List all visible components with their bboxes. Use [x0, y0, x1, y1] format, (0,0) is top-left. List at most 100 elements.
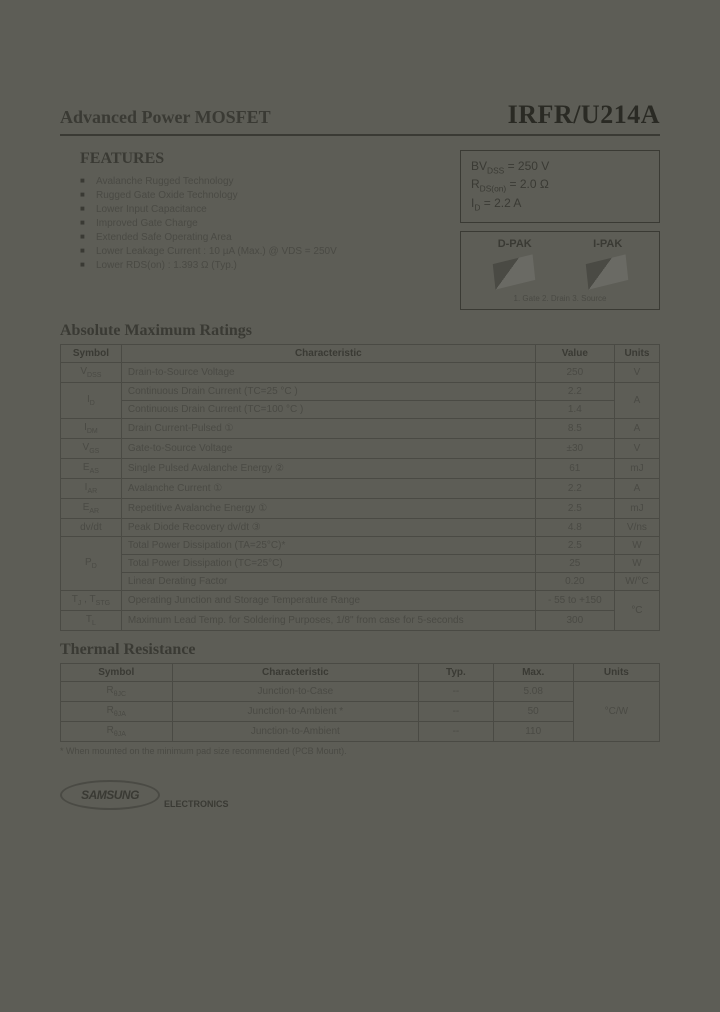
table-row: RθJA Junction-to-Ambient * -- 50	[61, 702, 660, 722]
cell-char: Operating Junction and Storage Temperatu…	[121, 591, 535, 611]
cell-char: Maximum Lead Temp. for Soldering Purpose…	[121, 611, 535, 631]
side-boxes: BVDSS = 250 V RDS(on) = 2.0 Ω ID = 2.2 A…	[460, 150, 660, 310]
cell-unit: W/°C	[614, 573, 659, 591]
cell-char: Drain Current-Pulsed ①	[121, 419, 535, 439]
cell-val: 0.20	[535, 573, 614, 591]
cell-val: - 55 to +150	[535, 591, 614, 611]
cell-symbol: RθJC	[61, 682, 173, 702]
abs-max-table: Symbol Characteristic Value Units VDSS D…	[60, 344, 660, 631]
cell-val: 61	[535, 459, 614, 479]
spec-line: ID = 2.2 A	[471, 196, 649, 212]
table-row: TL Maximum Lead Temp. for Soldering Purp…	[61, 611, 660, 631]
key-specs-box: BVDSS = 250 V RDS(on) = 2.0 Ω ID = 2.2 A	[460, 150, 660, 223]
cell-symbol: IDM	[61, 419, 122, 439]
header-title-left: Advanced Power MOSFET	[60, 107, 271, 128]
cell-char: Total Power Dissipation (TC=25°C)	[121, 555, 535, 573]
logo-row: SAMSUNG ELECTRONICS	[60, 780, 660, 810]
cell-char: Junction-to-Ambient	[172, 722, 419, 742]
cell-unit: V/ns	[614, 519, 659, 537]
cell-unit: A	[614, 419, 659, 439]
col-units: Units	[573, 664, 659, 682]
table-row: ID Continuous Drain Current (TC=25 °C ) …	[61, 383, 660, 401]
cell-unit: mJ	[614, 459, 659, 479]
ipak-shape-icon	[585, 255, 627, 290]
cell-symbol: EAS	[61, 459, 122, 479]
cell-val: 300	[535, 611, 614, 631]
cell-unit: V	[614, 439, 659, 459]
cell-symbol: IAR	[61, 479, 122, 499]
cell-unit: W	[614, 555, 659, 573]
col-typ: Typ.	[419, 664, 494, 682]
thermal-heading: Thermal Resistance	[60, 641, 660, 659]
cell-val: 2.2	[535, 479, 614, 499]
col-symbol: Symbol	[61, 664, 173, 682]
col-characteristic: Characteristic	[172, 664, 419, 682]
table-row: dv/dt Peak Diode Recovery dv/dt ③ 4.8 V/…	[61, 519, 660, 537]
table-row: VGS Gate-to-Source Voltage ±30 V	[61, 439, 660, 459]
thermal-table: Symbol Characteristic Typ. Max. Units Rθ…	[60, 663, 660, 742]
cell-symbol: TL	[61, 611, 122, 631]
cell-symbol: RθJA	[61, 702, 173, 722]
table-header-row: Symbol Characteristic Value Units	[61, 345, 660, 363]
table-row: EAS Single Pulsed Avalanche Energy ② 61 …	[61, 459, 660, 479]
table-row: PD Total Power Dissipation (TA=25°C)* 2.…	[61, 537, 660, 555]
package-label-ipak: I-PAK	[593, 238, 622, 250]
spec-line: RDS(on) = 2.0 Ω	[471, 177, 649, 193]
feature-item: Rugged Gate Oxide Technology	[80, 190, 448, 201]
cell-char: Gate-to-Source Voltage	[121, 439, 535, 459]
cell-val: 4.8	[535, 519, 614, 537]
table-row: VDSS Drain-to-Source Voltage 250 V	[61, 363, 660, 383]
col-units: Units	[614, 345, 659, 363]
cell-max: 110	[493, 722, 573, 742]
cell-val: 1.4	[535, 401, 614, 419]
cell-char: Drain-to-Source Voltage	[121, 363, 535, 383]
dpak-shape-icon	[492, 255, 534, 290]
cell-symbol: dv/dt	[61, 519, 122, 537]
col-characteristic: Characteristic	[121, 345, 535, 363]
feature-item: Improved Gate Charge	[80, 218, 448, 229]
header-row: Advanced Power MOSFET IRFR/U214A	[60, 100, 660, 136]
package-pins-label: 1. Gate 2. Drain 3. Source	[467, 294, 653, 303]
spec-line: BVDSS = 250 V	[471, 159, 649, 175]
cell-typ: --	[419, 702, 494, 722]
table-header-row: Symbol Characteristic Typ. Max. Units	[61, 664, 660, 682]
cell-symbol: VDSS	[61, 363, 122, 383]
thermal-footnote: * When mounted on the minimum pad size r…	[60, 746, 660, 756]
feature-item: Lower Input Capacitance	[80, 204, 448, 215]
cell-unit: A	[614, 479, 659, 499]
cell-val: 8.5	[535, 419, 614, 439]
col-symbol: Symbol	[61, 345, 122, 363]
cell-max: 50	[493, 702, 573, 722]
cell-unit: A	[614, 383, 659, 419]
package-label-dpak: D-PAK	[498, 238, 532, 250]
package-drawing	[467, 254, 653, 290]
datasheet-page: Advanced Power MOSFET IRFR/U214A FEATURE…	[0, 0, 720, 1012]
cell-max: 5.08	[493, 682, 573, 702]
table-row: TJ , TSTG Operating Junction and Storage…	[61, 591, 660, 611]
cell-unit: W	[614, 537, 659, 555]
cell-symbol: RθJA	[61, 722, 173, 742]
cell-val: 2.5	[535, 537, 614, 555]
features-heading: FEATURES	[80, 150, 448, 168]
cell-char: Junction-to-Ambient *	[172, 702, 419, 722]
cell-symbol: VGS	[61, 439, 122, 459]
cell-symbol: TJ , TSTG	[61, 591, 122, 611]
table-row: EAR Repetitive Avalanche Energy ① 2.5 mJ	[61, 499, 660, 519]
cell-typ: --	[419, 722, 494, 742]
cell-unit: mJ	[614, 499, 659, 519]
cell-val: 25	[535, 555, 614, 573]
cell-symbol: PD	[61, 537, 122, 591]
feature-item: Avalanche Rugged Technology	[80, 176, 448, 187]
cell-char: Repetitive Avalanche Energy ①	[121, 499, 535, 519]
feature-item: Lower Leakage Current : 10 µA (Max.) @ V…	[80, 246, 448, 257]
cell-char: Peak Diode Recovery dv/dt ③	[121, 519, 535, 537]
cell-char: Linear Derating Factor	[121, 573, 535, 591]
table-row: IDM Drain Current-Pulsed ① 8.5 A	[61, 419, 660, 439]
col-value: Value	[535, 345, 614, 363]
feature-item: Lower RDS(on) : 1.393 Ω (Typ.)	[80, 260, 448, 271]
cell-unit: °C/W	[573, 682, 659, 742]
table-row: IAR Avalanche Current ① 2.2 A	[61, 479, 660, 499]
col-max: Max.	[493, 664, 573, 682]
package-box: D-PAK I-PAK 1. Gate 2. Drain 3. Source	[460, 231, 660, 310]
samsung-logo: SAMSUNG	[60, 780, 160, 810]
